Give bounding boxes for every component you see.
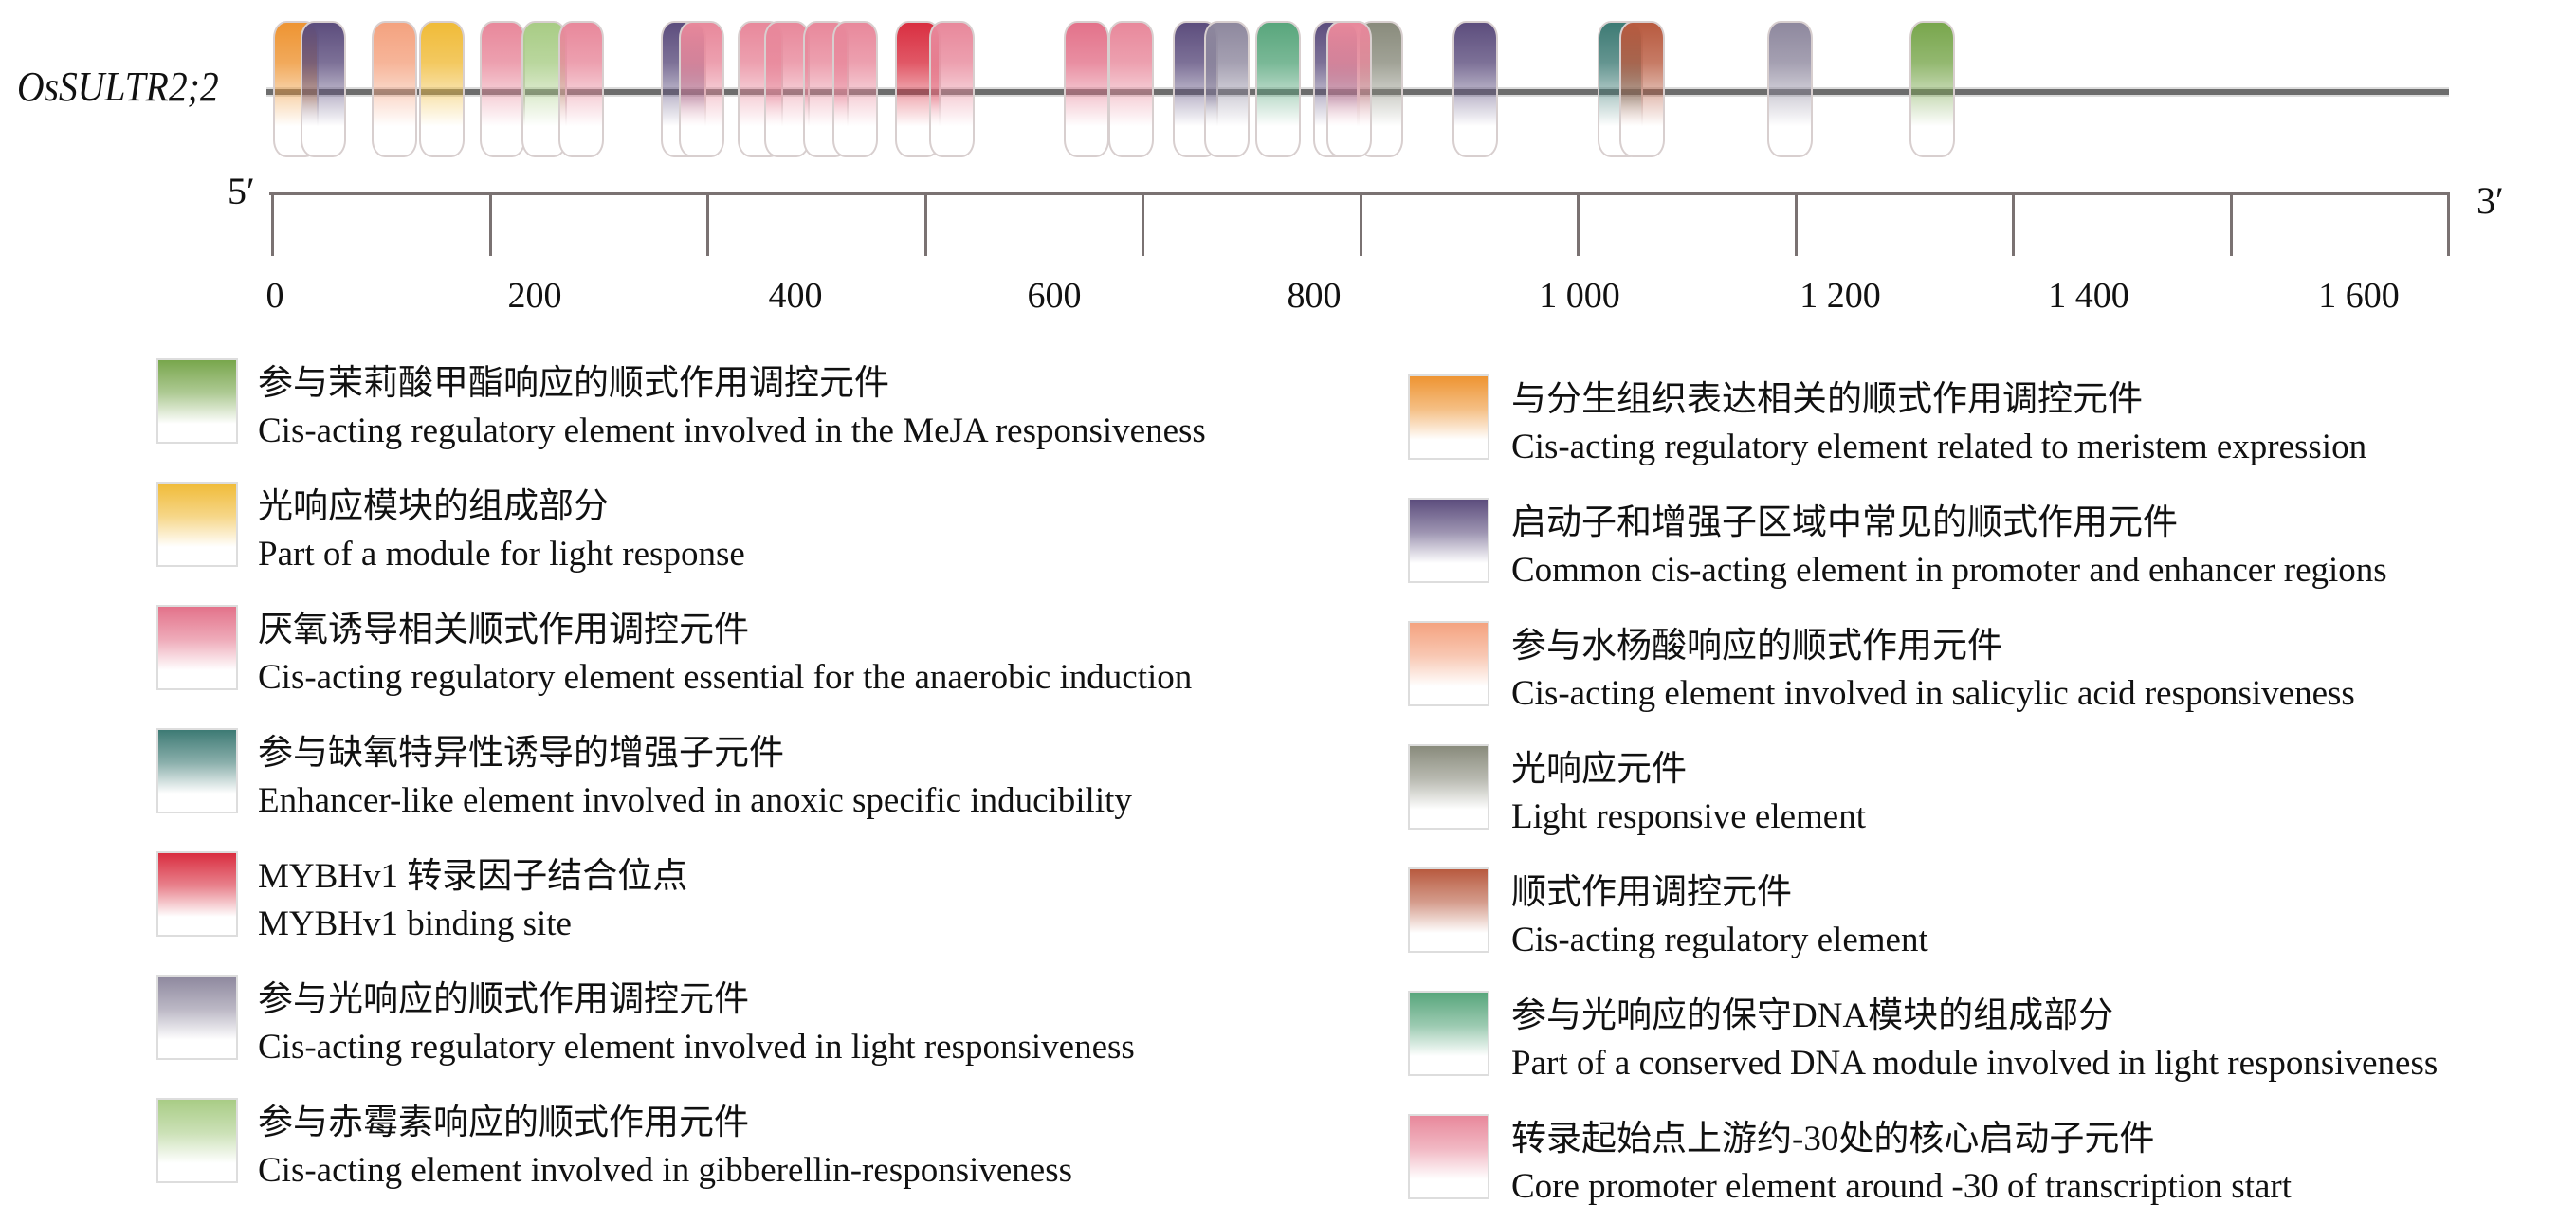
axis-tick: [1794, 192, 1798, 256]
legend-label-zh: 顺式作用调控元件: [1511, 873, 1792, 912]
axis-tick: [271, 192, 274, 256]
legend-label-zh: MYBHv1 转录因子结合位点: [258, 857, 688, 896]
cis-element-lightmodule: [418, 21, 465, 157]
legend-swatch-core: [1408, 1114, 1489, 1199]
legend-label-zh: 参与茉莉酸甲酯响应的顺式作用调控元件: [258, 364, 889, 403]
legend-label-en: Cis-acting regulatory element: [1511, 921, 1928, 959]
legend-label-zh: 参与水杨酸响应的顺式作用元件: [1511, 627, 2002, 666]
legend-swatch-mybhv1: [156, 851, 238, 937]
cis-element-core: [557, 21, 604, 157]
tick-label: 0: [265, 276, 284, 316]
cis-element-core: [929, 21, 976, 157]
axis-tick: [1359, 192, 1362, 256]
legend-label-en: Light responsive element: [1511, 797, 1867, 836]
legend-label-en: Cis-acting regulatory element essential …: [258, 658, 1193, 697]
legend-label-en: Part of a conserved DNA module involved …: [1511, 1044, 2439, 1083]
cis-element-core: [1325, 21, 1372, 157]
five-prime-label: 5′: [228, 170, 255, 212]
legend-label-zh: 厌氧诱导相关顺式作用调控元件: [258, 611, 749, 649]
legend-label-en: Common cis-acting element in promoter an…: [1511, 551, 2387, 590]
tick-label: 1 600: [2318, 276, 2400, 316]
legend-label-en: Core promoter element around -30 of tran…: [1511, 1167, 2292, 1206]
legend-label-zh: 参与光响应的顺式作用调控元件: [258, 980, 749, 1019]
legend-swatch-sa: [1408, 621, 1489, 706]
cis-element-common: [301, 21, 347, 157]
cis-element-lightreg: [1204, 21, 1251, 157]
legend-swatch-lightresp: [1408, 744, 1489, 830]
legend-label-zh: 光响应模块的组成部分: [258, 487, 609, 526]
legend-swatch-meristem: [1408, 374, 1489, 460]
legend-swatch-anoxic: [156, 728, 238, 813]
axis-tick: [1577, 192, 1580, 256]
legend-swatch-anaerobic: [156, 605, 238, 690]
legend-label-en: Part of a module for light response: [258, 535, 745, 574]
axis-tick: [1142, 192, 1144, 256]
three-prime-label: 3′: [2476, 179, 2504, 222]
legend-label-en: Cis-acting element involved in salicylic…: [1511, 674, 2355, 713]
cis-element-core: [1108, 21, 1155, 157]
legend-swatch-conserved: [1408, 991, 1489, 1076]
legend-label-zh: 参与光响应的保守DNA模块的组成部分: [1511, 996, 2114, 1035]
axis-tick: [2229, 192, 2233, 256]
legend-label-zh: 转录起始点上游约-30处的核心启动子元件: [1511, 1120, 2155, 1159]
gene-label: OsSULTR2;2: [17, 64, 219, 110]
tick-label: 1 000: [1539, 276, 1620, 316]
tick-label: 800: [1287, 276, 1342, 316]
tick-label: 600: [1027, 276, 1082, 316]
tick-label: 1 200: [1800, 276, 1881, 316]
legend-label-en: Cis-acting element involved in gibberell…: [258, 1151, 1073, 1190]
legend-label-en: Cis-acting regulatory element involved i…: [258, 1028, 1135, 1067]
legend-swatch-lightreg: [156, 975, 238, 1060]
axis-tick: [923, 192, 927, 256]
cis-element-core: [678, 21, 724, 157]
cis-element-anaerobic: [1063, 21, 1109, 157]
cis-element-common: [1452, 21, 1499, 157]
cis-element-core: [831, 21, 878, 157]
legend-label-en: Cis-acting regulatory element involved i…: [258, 411, 1206, 450]
cis-element-core: [480, 21, 526, 157]
legend-swatch-meja: [156, 358, 238, 444]
cis-element-core: [764, 21, 811, 157]
axis-tick: [488, 192, 492, 256]
axis-tick: [2012, 192, 2015, 256]
legend-label-en: Cis-acting regulatory element related to…: [1511, 428, 2367, 466]
legend-label-zh: 光响应元件: [1511, 750, 1687, 789]
cis-element-meja: [1909, 21, 1956, 157]
legend-label-en: Enhancer-like element involved in anoxic…: [258, 781, 1132, 820]
legend-label-zh: 启动子和增强子区域中常见的顺式作用元件: [1511, 503, 2178, 542]
legend-label-en: MYBHv1 binding site: [258, 904, 572, 943]
legend-swatch-cisreg: [1408, 867, 1489, 953]
axis-tick: [706, 192, 709, 256]
legend-label-zh: 参与赤霉素响应的顺式作用元件: [258, 1104, 749, 1142]
tick-label: 400: [768, 276, 823, 316]
cis-element-sa: [371, 21, 417, 157]
legend-label-zh: 与分生组织表达相关的顺式作用调控元件: [1511, 380, 2143, 419]
legend-swatch-lightmodule: [156, 482, 238, 567]
legend-label-zh: 参与缺氧特异性诱导的增强子元件: [258, 734, 784, 773]
cis-element-lightreg: [1767, 21, 1814, 157]
axis-tick: [2447, 192, 2450, 256]
tick-label: 200: [507, 276, 562, 316]
cis-element-cisreg: [1618, 21, 1665, 157]
cis-element-conserved: [1255, 21, 1302, 157]
tick-label: 1 400: [2048, 276, 2129, 316]
legend-swatch-ga: [156, 1098, 238, 1183]
legend-swatch-common: [1408, 498, 1489, 583]
